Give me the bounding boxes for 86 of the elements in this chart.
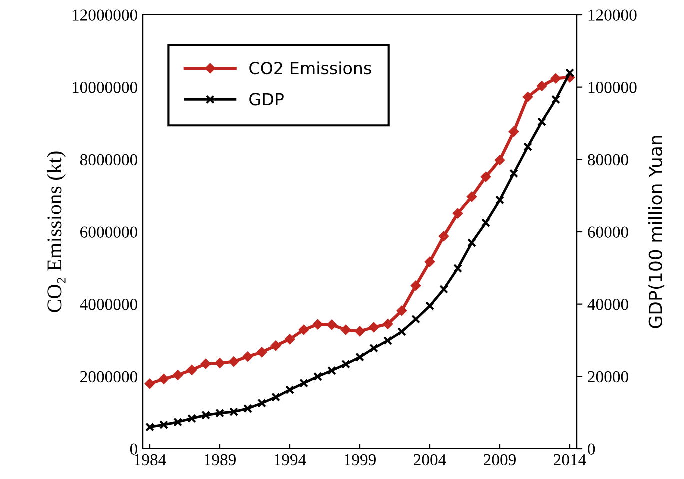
point — [313, 320, 323, 330]
point — [243, 352, 253, 362]
y-tick-label: 0 — [130, 444, 138, 455]
y2-tick-label: 120000 — [588, 10, 637, 21]
point — [257, 347, 267, 358]
legend-label: GDP — [250, 93, 284, 106]
legend-label: CO2 Emissions — [250, 62, 372, 75]
point — [425, 302, 435, 311]
x-tick-label: 1999 — [344, 454, 376, 466]
y-tick-label: 10000000 — [72, 82, 138, 94]
point — [187, 365, 197, 376]
point — [285, 386, 295, 395]
point — [341, 360, 351, 369]
x-tick-label: 1994 — [274, 454, 306, 466]
y-axis-title: CO₂ Emissions (kt) — [47, 152, 66, 312]
y-tick-label: 2000000 — [80, 371, 138, 383]
y2-tick-label: 100000 — [588, 82, 637, 94]
y-tick-label: 12000000 — [72, 10, 138, 21]
point — [145, 422, 155, 432]
y-tick-label: 8000000 — [80, 154, 138, 166]
point — [495, 196, 505, 205]
point — [327, 320, 337, 330]
point — [411, 314, 421, 324]
point — [355, 352, 365, 362]
y2-tick-label: 80000 — [588, 154, 628, 166]
point — [215, 408, 225, 418]
point — [425, 257, 435, 267]
point — [467, 238, 477, 248]
y-tick-label: 6000000 — [80, 226, 138, 238]
point — [159, 420, 169, 430]
point — [299, 378, 309, 388]
point — [201, 359, 211, 369]
point — [453, 264, 463, 274]
point — [397, 306, 407, 316]
point — [327, 366, 337, 376]
point — [523, 142, 533, 152]
point — [509, 126, 519, 137]
point — [397, 327, 407, 336]
point — [201, 410, 211, 420]
point — [551, 95, 561, 104]
point — [383, 319, 393, 330]
y2-tick-label: 40000 — [588, 299, 628, 310]
y2-axis-title: GDP(100 million Yuan — [648, 136, 665, 328]
point — [285, 334, 295, 344]
point — [355, 326, 365, 336]
point — [481, 172, 491, 182]
point — [215, 358, 225, 368]
y-tick-label: 4000000 — [80, 299, 138, 310]
point — [271, 340, 281, 351]
y2-tick-label: 60000 — [588, 226, 628, 238]
point — [271, 392, 281, 402]
point — [299, 325, 309, 335]
point — [551, 74, 561, 84]
point — [495, 155, 505, 166]
point — [537, 117, 547, 126]
point — [509, 169, 519, 178]
point — [411, 280, 421, 291]
point — [145, 378, 155, 389]
point — [439, 231, 449, 242]
point — [229, 408, 239, 417]
point — [523, 92, 533, 102]
y2-tick-label: 20000 — [588, 371, 628, 383]
point — [173, 370, 183, 380]
point — [313, 372, 323, 382]
point — [467, 192, 477, 202]
point — [369, 322, 379, 332]
point — [481, 218, 491, 228]
point — [565, 68, 575, 78]
point — [537, 81, 547, 92]
point — [159, 374, 169, 384]
x-tick-label: 2009 — [484, 454, 516, 466]
point — [229, 356, 239, 367]
point — [383, 336, 393, 346]
point — [187, 414, 197, 424]
point — [453, 208, 463, 219]
point — [369, 344, 379, 353]
point — [439, 284, 449, 294]
x-tick-label: 1984 — [134, 454, 166, 466]
x-tick-label: 2014 — [554, 454, 586, 466]
x-tick-label: 2004 — [414, 454, 446, 466]
point — [173, 418, 183, 427]
point — [341, 325, 351, 335]
x-tick-label: 1989 — [204, 454, 236, 466]
point — [257, 398, 267, 408]
point — [243, 404, 253, 414]
y2-tick-label: 0 — [588, 444, 596, 455]
